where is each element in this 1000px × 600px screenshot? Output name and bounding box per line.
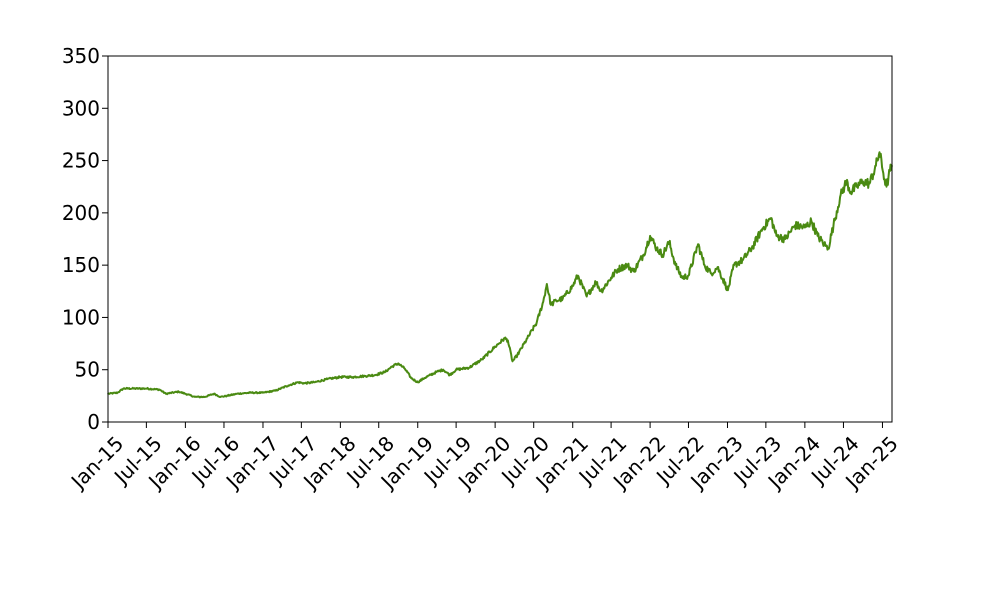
y-tick-label: 300 [62, 96, 100, 120]
y-tick-label: 200 [62, 201, 100, 225]
y-tick-label: 250 [62, 149, 100, 173]
plot-area-frame [107, 55, 893, 423]
series-layer [107, 151, 893, 399]
y-tick-label: 50 [75, 358, 100, 382]
y-tick-label: 350 [62, 44, 100, 68]
series-line-0 [107, 151, 893, 399]
y-tick-label: 0 [87, 410, 100, 434]
y-tick-label: 100 [62, 305, 100, 329]
y-axis: 0 50 100 150 200 250 300 350 [62, 44, 108, 434]
y-tick-label: 150 [62, 253, 100, 277]
x-axis: Jan-15Jul-15Jan-16Jul-16Jan-17Jul-17Jan-… [65, 422, 903, 495]
